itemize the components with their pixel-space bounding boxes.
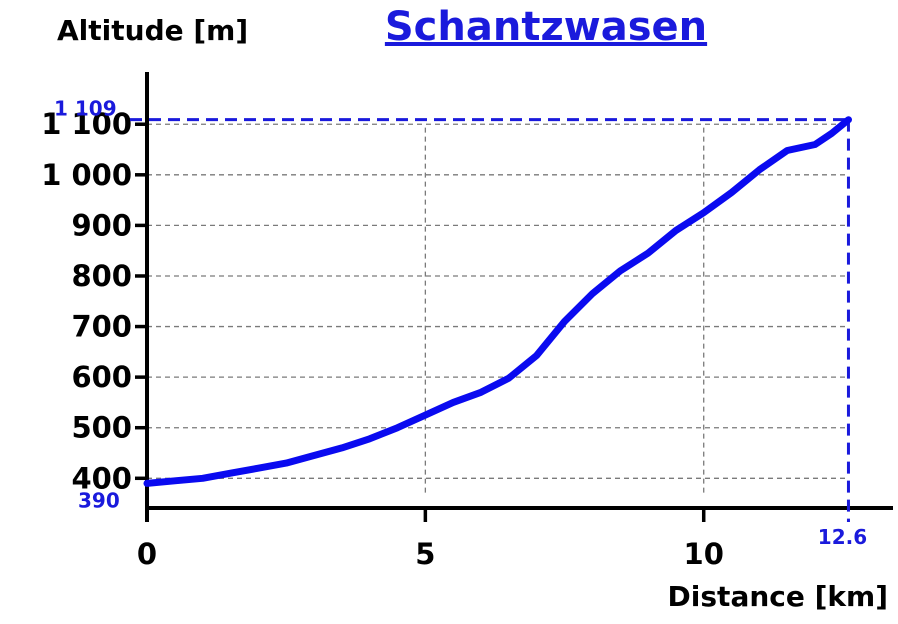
x-tick-label-2: 10: [684, 537, 724, 571]
y-tick-label-2: 600: [71, 360, 132, 394]
axes: [135, 72, 893, 522]
y-tick-label-5: 900: [71, 208, 132, 242]
y-tick-label-3: 700: [71, 310, 132, 344]
x-tick-label-1: 5: [415, 537, 435, 571]
y-tick-label-0: 400: [71, 461, 132, 495]
y-tick-label-4: 800: [71, 259, 132, 293]
x-tick-label-0: 0: [137, 537, 157, 571]
min-altitude-label: 390: [78, 488, 120, 512]
end-distance-label: 12.6: [818, 525, 867, 549]
series-line-0: [143, 116, 852, 487]
y-tick-label-6: 1 000: [41, 158, 132, 192]
x-axis-label: Distance [km]: [668, 580, 888, 613]
chart-title: Schantzwasen: [385, 4, 707, 50]
annotations: 1 109 390 12.6: [54, 97, 867, 549]
y-tick-label-1: 500: [71, 411, 132, 445]
max-altitude-label: 1 109: [54, 97, 117, 121]
series-group: [143, 116, 852, 487]
grid-lines: [147, 123, 849, 496]
y-tick-label-7: 1 100: [41, 107, 132, 141]
y-axis-label: Altitude [m]: [57, 14, 248, 47]
